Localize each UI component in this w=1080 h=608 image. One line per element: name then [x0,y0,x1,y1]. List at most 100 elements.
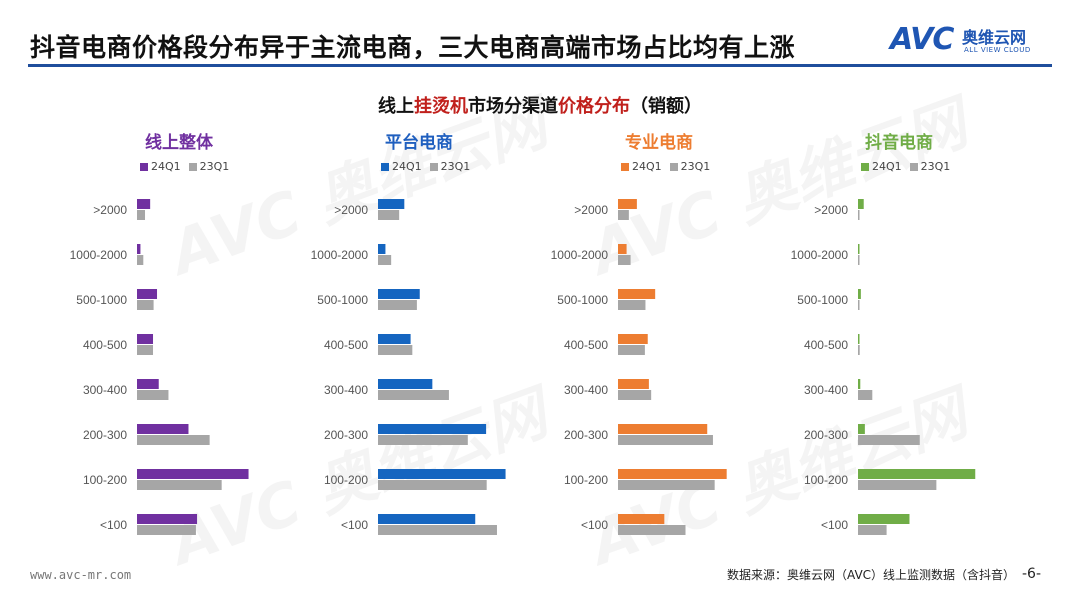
category-label: 400-500 [83,338,127,352]
chart-subtitle: 线上挂烫机市场分渠道价格分布（销额） [0,92,1080,118]
legend-label: 24Q1 [151,160,181,173]
panel-title-professional: 专业电商 [625,133,693,153]
bar-24q1 [137,199,151,209]
category-label: 100-200 [83,473,127,487]
bar-24q1 [618,199,637,209]
bar-23q1 [618,345,645,355]
subtitle-part5: （销额） [630,96,702,117]
bar-23q1 [618,255,631,265]
panel-title-douyin: 抖音电商 [865,133,933,153]
footer-website: www.avc-mr.com [30,568,132,582]
legend-label: 23Q1 [199,160,230,173]
subtitle-part1: 线上 [378,96,414,117]
legend-swatch [140,162,148,171]
bar-24q1 [137,514,198,524]
category-label: 1000-2000 [791,248,849,262]
bar-23q1 [137,390,169,400]
bar-24q1 [618,244,627,254]
bar-24q1 [378,244,386,254]
bar-24q1 [137,424,189,434]
legend-swatch [909,162,918,171]
bar-24q1 [858,469,976,479]
category-label: 300-400 [324,383,368,397]
bar-23q1 [137,525,196,535]
category-label: >2000 [574,203,608,217]
bar-23q1 [618,435,713,445]
bar-23q1 [858,255,860,265]
category-label: 400-500 [564,338,608,352]
bar-24q1 [137,469,249,479]
category-label: 200-300 [324,428,368,442]
bar-23q1 [618,210,629,220]
bar-24q1 [618,379,649,389]
bar-23q1 [378,435,468,445]
bar-24q1 [378,199,405,209]
bar-24q1 [618,334,648,344]
bar-24q1 [137,334,154,344]
category-label: 300-400 [804,383,848,397]
legend-label: 23Q1 [440,160,471,173]
bar-23q1 [858,390,873,400]
legend-label: 23Q1 [920,160,951,173]
category-label: >2000 [814,203,848,217]
bar-23q1 [137,480,222,490]
category-label: <100 [821,518,848,532]
bar-23q1 [137,210,146,220]
category-label: 500-1000 [797,293,848,307]
subtitle-product: 挂烫机 [414,96,468,117]
category-label: 1000-2000 [311,248,369,262]
bar-23q1 [858,435,920,445]
bar-24q1 [378,469,506,479]
page-title: 抖音电商价格段分布异于主流电商，三大电商高端市场占比均有上涨 [30,33,796,62]
category-label: 500-1000 [317,293,368,307]
legend-swatch [669,162,678,171]
legend-swatch [429,162,438,171]
category-label: 300-400 [83,383,127,397]
category-label: 500-1000 [76,293,127,307]
legend-swatch [188,162,197,171]
bar-24q1 [378,289,420,299]
bar-24q1 [858,424,865,434]
category-label: <100 [341,518,368,532]
category-label: 300-400 [564,383,608,397]
logo-mark: AVC [890,22,954,57]
bar-24q1 [618,289,656,299]
bar-23q1 [378,255,392,265]
subtitle-part3: 市场分渠道 [468,96,558,117]
category-label: 100-200 [564,473,608,487]
bar-24q1 [618,424,708,434]
bar-23q1 [137,300,154,310]
bar-24q1 [858,199,864,209]
legend-label: 24Q1 [632,160,662,173]
legend-swatch [621,162,629,171]
bar-24q1 [618,469,727,479]
category-label: 200-300 [564,428,608,442]
bar-24q1 [858,334,860,344]
legend-douyin: 24Q1 23Q1 [861,160,954,173]
subtitle-focus: 价格分布 [558,96,630,117]
category-label: >2000 [93,203,127,217]
bar-24q1 [378,514,476,524]
avc-logo: AVC 奥维云网 ALL VIEW CLOUD [890,22,1060,58]
bar-23q1 [858,480,937,490]
bar-23q1 [378,210,400,220]
logo-name-en: ALL VIEW CLOUD [964,46,1031,54]
legend-swatch [861,162,869,171]
bar-24q1 [858,244,860,254]
category-label: 200-300 [83,428,127,442]
bar-24q1 [137,379,159,389]
category-label: <100 [581,518,608,532]
category-label: 1000-2000 [70,248,128,262]
bar-24q1 [858,379,861,389]
legend-swatch [381,162,389,171]
category-label: >2000 [334,203,368,217]
bar-23q1 [378,390,449,400]
bar-24q1 [378,424,487,434]
bar-23q1 [618,525,686,535]
legend-label: 24Q1 [872,160,902,173]
bar-23q1 [618,480,715,490]
category-label: 400-500 [804,338,848,352]
category-label: 1000-2000 [551,248,609,262]
legend-platform: 24Q1 23Q1 [381,160,474,173]
